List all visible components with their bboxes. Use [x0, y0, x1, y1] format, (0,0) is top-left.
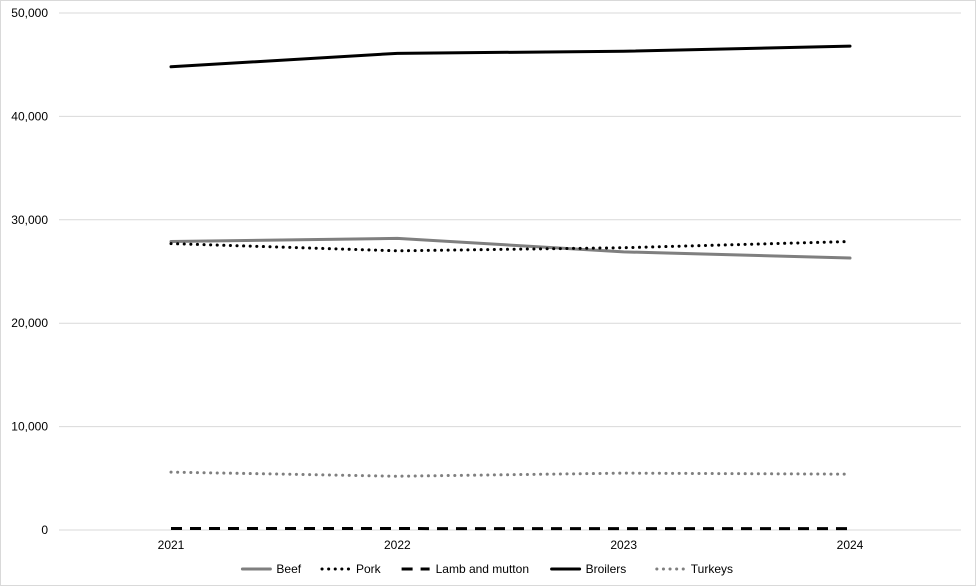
legend: Beef Pork Lamb and mutton Broilers Turkeys — [242, 562, 733, 576]
x-tick-label: 2023 — [610, 538, 637, 552]
legend-label: Pork — [356, 562, 382, 576]
legend-item: Pork — [322, 562, 382, 576]
series-line-turkeys — [171, 472, 850, 476]
x-tick-label: 2022 — [384, 538, 411, 552]
legend-label: Broilers — [586, 562, 627, 576]
y-tick-label: 0 — [41, 523, 48, 537]
x-axis-ticks: 2021 2022 2023 2024 — [158, 538, 864, 552]
x-tick-label: 2021 — [158, 538, 185, 552]
y-tick-label: 50,000 — [11, 6, 48, 20]
legend-item: Turkeys — [657, 562, 733, 576]
legend-item: Lamb and mutton — [402, 562, 529, 576]
series-line-broilers — [171, 46, 850, 67]
series-lines — [171, 46, 850, 529]
legend-item: Beef — [242, 562, 301, 576]
y-tick-label: 20,000 — [11, 316, 48, 330]
legend-label: Beef — [276, 562, 301, 576]
y-tick-label: 10,000 — [11, 420, 48, 434]
legend-label: Lamb and mutton — [436, 562, 529, 576]
x-tick-label: 2024 — [837, 538, 864, 552]
gridlines — [59, 13, 961, 530]
y-axis-ticks: 0 10,000 20,000 30,000 40,000 50,000 — [11, 6, 48, 537]
legend-label: Turkeys — [691, 562, 733, 576]
y-tick-label: 30,000 — [11, 213, 48, 227]
legend-item: Broilers — [552, 562, 627, 576]
series-line-beef — [171, 238, 850, 258]
y-tick-label: 40,000 — [11, 109, 48, 123]
